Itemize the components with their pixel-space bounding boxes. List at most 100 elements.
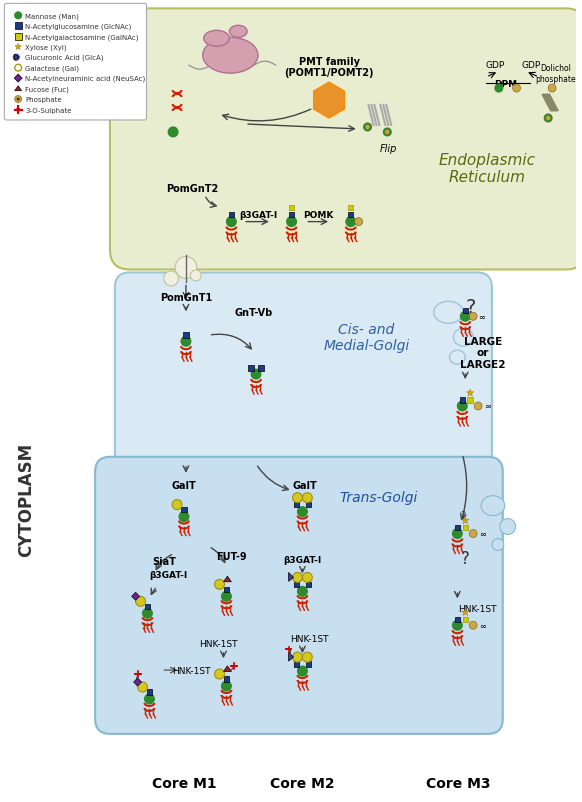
Polygon shape <box>223 577 232 582</box>
Text: DPM: DPM <box>494 79 517 88</box>
Circle shape <box>513 85 520 93</box>
FancyBboxPatch shape <box>95 457 503 734</box>
Bar <box>181 507 187 512</box>
Text: GnT-Vb: GnT-Vb <box>235 308 273 318</box>
Text: Phosphate: Phosphate <box>25 97 62 103</box>
Text: GalT: GalT <box>293 480 318 490</box>
Text: PomGnT2: PomGnT2 <box>166 184 218 193</box>
Text: GDP: GDP <box>521 61 541 70</box>
FancyBboxPatch shape <box>4 4 147 121</box>
Circle shape <box>303 573 313 582</box>
Bar <box>258 366 264 371</box>
Text: POMK: POMK <box>303 211 333 220</box>
Circle shape <box>143 609 152 618</box>
Circle shape <box>346 217 356 227</box>
Bar <box>455 525 460 531</box>
Text: ?: ? <box>466 298 477 317</box>
Circle shape <box>385 130 390 136</box>
Circle shape <box>16 67 20 71</box>
Text: PomGnT1: PomGnT1 <box>160 293 212 303</box>
Ellipse shape <box>492 539 504 551</box>
Ellipse shape <box>500 519 516 535</box>
Polygon shape <box>462 609 469 616</box>
Bar <box>249 366 254 371</box>
Ellipse shape <box>481 496 505 516</box>
Text: 3-O-Sulphate: 3-O-Sulphate <box>25 107 72 113</box>
Polygon shape <box>134 678 141 687</box>
Circle shape <box>251 370 261 379</box>
Text: HNK-1ST: HNK-1ST <box>458 604 496 613</box>
Text: Dolichol
phosphate: Dolichol phosphate <box>536 64 576 83</box>
Text: N-Acetylneuraminic acid (NeuSAc): N-Acetylneuraminic acid (NeuSAc) <box>25 75 146 83</box>
Circle shape <box>452 621 462 630</box>
Circle shape <box>297 666 307 676</box>
Circle shape <box>303 493 313 503</box>
Text: Fucose (Fuc): Fucose (Fuc) <box>25 87 69 93</box>
Text: Glucuronic Acid (GlcA): Glucuronic Acid (GlcA) <box>25 55 104 62</box>
Text: GDP: GDP <box>485 61 505 70</box>
Circle shape <box>17 99 19 101</box>
Polygon shape <box>223 666 232 671</box>
Circle shape <box>544 115 552 123</box>
Text: ∞: ∞ <box>479 621 486 630</box>
Circle shape <box>15 13 22 20</box>
Ellipse shape <box>175 257 197 279</box>
Circle shape <box>15 65 22 72</box>
Circle shape <box>136 597 146 606</box>
Circle shape <box>297 507 307 517</box>
Text: HNK-1ST: HNK-1ST <box>199 639 238 648</box>
Text: FUT-9: FUT-9 <box>216 552 247 561</box>
Polygon shape <box>289 573 293 581</box>
Polygon shape <box>15 44 22 51</box>
Ellipse shape <box>449 350 465 365</box>
Text: Mannose (Man): Mannose (Man) <box>25 13 79 19</box>
Text: Flip: Flip <box>379 144 397 154</box>
Text: Core M2: Core M2 <box>270 776 335 790</box>
Circle shape <box>546 116 551 121</box>
Ellipse shape <box>204 31 229 47</box>
Circle shape <box>469 530 477 538</box>
Polygon shape <box>289 652 293 662</box>
Circle shape <box>181 337 191 346</box>
Bar <box>294 582 299 587</box>
Circle shape <box>286 217 296 227</box>
Text: Core M1: Core M1 <box>152 776 217 790</box>
Circle shape <box>293 573 303 582</box>
Bar <box>463 617 468 622</box>
Circle shape <box>13 55 19 61</box>
Circle shape <box>293 652 303 662</box>
Text: β3GAT-I: β3GAT-I <box>150 570 187 579</box>
Text: Galactose (Gal): Galactose (Gal) <box>25 65 79 72</box>
Ellipse shape <box>453 329 473 346</box>
Circle shape <box>293 493 303 503</box>
Circle shape <box>474 403 482 411</box>
Circle shape <box>15 96 22 103</box>
Text: Trans-Golgi: Trans-Golgi <box>339 490 418 504</box>
Circle shape <box>215 580 225 589</box>
Circle shape <box>168 128 178 138</box>
Text: Xylose (Xyl): Xylose (Xyl) <box>25 44 67 51</box>
Text: LARGE
or
LARGE2: LARGE or LARGE2 <box>460 336 506 369</box>
Text: N-Acetylgalactosamine (GalNAc): N-Acetylgalactosamine (GalNAc) <box>25 34 139 40</box>
Text: HNK-1ST: HNK-1ST <box>173 666 211 674</box>
Circle shape <box>222 681 232 691</box>
Text: HNK-1ST: HNK-1ST <box>290 634 329 643</box>
Circle shape <box>226 217 236 227</box>
Bar <box>229 213 234 218</box>
Bar <box>467 398 473 403</box>
Circle shape <box>460 312 470 322</box>
Ellipse shape <box>164 272 179 286</box>
Bar <box>15 34 22 41</box>
FancyBboxPatch shape <box>115 273 492 498</box>
Bar <box>460 398 465 403</box>
Bar <box>183 333 189 338</box>
Bar <box>306 502 311 508</box>
Text: β3GAT-I: β3GAT-I <box>239 211 277 220</box>
Text: GalT: GalT <box>172 480 196 490</box>
Ellipse shape <box>434 302 463 324</box>
Ellipse shape <box>229 26 247 38</box>
Circle shape <box>495 85 503 93</box>
Polygon shape <box>14 75 22 83</box>
Circle shape <box>17 109 20 111</box>
Circle shape <box>222 592 232 602</box>
